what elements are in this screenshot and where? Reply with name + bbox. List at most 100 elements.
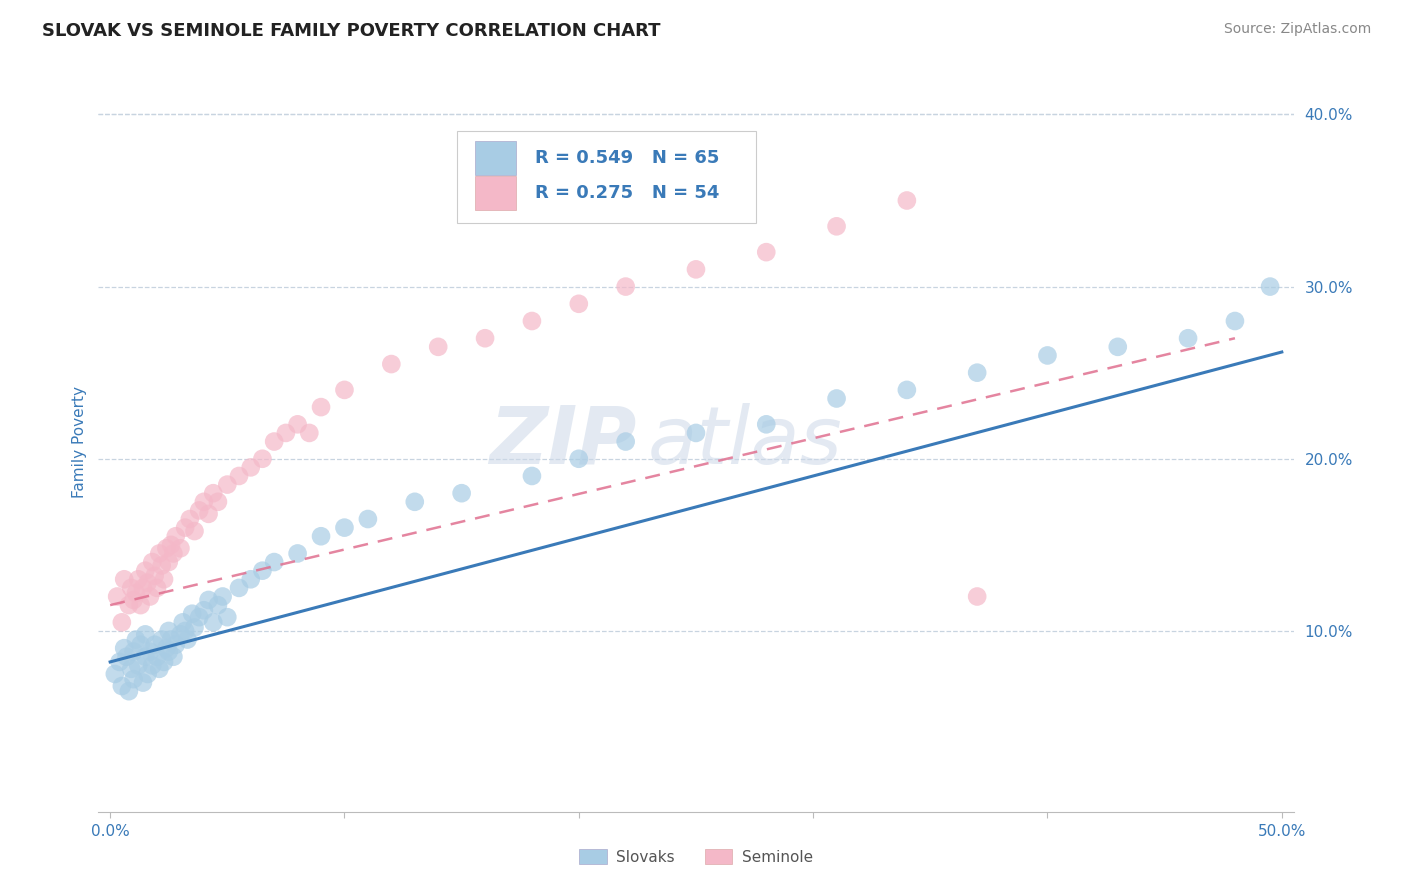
Point xyxy=(825,219,848,234)
Point xyxy=(287,417,309,432)
Point xyxy=(118,598,141,612)
Text: SLOVAK VS SEMINOLE FAMILY POVERTY CORRELATION CHART: SLOVAK VS SEMINOLE FAMILY POVERTY CORREL… xyxy=(42,22,661,40)
Point xyxy=(614,279,637,293)
Point xyxy=(298,425,321,440)
Point xyxy=(1177,331,1199,345)
Point xyxy=(143,638,166,652)
Point xyxy=(252,451,274,466)
Point xyxy=(150,558,173,573)
Point xyxy=(105,590,128,604)
Point xyxy=(165,638,187,652)
Point xyxy=(755,245,778,260)
Point xyxy=(1107,340,1129,354)
Point xyxy=(125,632,148,647)
Point xyxy=(188,503,211,517)
Point xyxy=(112,641,135,656)
Point xyxy=(287,546,309,560)
Point xyxy=(111,679,134,693)
Point xyxy=(1258,279,1281,293)
Point xyxy=(155,641,177,656)
Point xyxy=(239,460,262,475)
Point xyxy=(1036,348,1059,362)
Text: R = 0.549   N = 65: R = 0.549 N = 65 xyxy=(534,149,718,167)
Point xyxy=(115,649,138,664)
Point xyxy=(217,477,239,491)
Point xyxy=(139,590,162,604)
Point xyxy=(174,624,197,638)
Point xyxy=(568,451,591,466)
Point xyxy=(181,607,204,621)
Point xyxy=(148,662,170,676)
Point xyxy=(136,575,159,590)
Point xyxy=(520,314,543,328)
Point xyxy=(685,425,707,440)
Point xyxy=(132,581,155,595)
Text: Source: ZipAtlas.com: Source: ZipAtlas.com xyxy=(1223,22,1371,37)
Point xyxy=(162,546,184,560)
Point xyxy=(228,581,250,595)
Point xyxy=(176,632,198,647)
Point xyxy=(239,572,262,586)
Point xyxy=(125,586,148,600)
Point xyxy=(896,194,918,208)
Point xyxy=(520,469,543,483)
Point xyxy=(143,569,166,583)
Point xyxy=(174,521,197,535)
Point xyxy=(217,610,239,624)
Point xyxy=(127,572,149,586)
Point xyxy=(197,507,219,521)
Point xyxy=(136,667,159,681)
Point xyxy=(146,581,169,595)
Point xyxy=(380,357,402,371)
Point xyxy=(183,524,205,538)
Text: ZIP: ZIP xyxy=(489,402,637,481)
Point xyxy=(148,546,170,560)
Text: R = 0.275   N = 54: R = 0.275 N = 54 xyxy=(534,184,718,202)
Point xyxy=(153,655,176,669)
Point xyxy=(134,627,156,641)
Point xyxy=(172,615,194,630)
Point xyxy=(333,521,356,535)
FancyBboxPatch shape xyxy=(457,130,756,223)
Point xyxy=(162,649,184,664)
Point xyxy=(112,572,135,586)
Point xyxy=(134,649,156,664)
Point xyxy=(309,529,332,543)
Point xyxy=(111,615,134,630)
Point xyxy=(129,638,152,652)
Point xyxy=(228,469,250,483)
Point xyxy=(183,620,205,634)
Point xyxy=(263,555,285,569)
Point xyxy=(132,675,155,690)
Point xyxy=(150,632,173,647)
Point xyxy=(755,417,778,432)
Point xyxy=(134,564,156,578)
FancyBboxPatch shape xyxy=(475,176,516,210)
Point xyxy=(157,624,180,638)
Point xyxy=(966,590,988,604)
Point xyxy=(309,400,332,414)
Legend: Slovaks, Seminole: Slovaks, Seminole xyxy=(574,843,818,871)
Point xyxy=(127,658,149,673)
Y-axis label: Family Poverty: Family Poverty xyxy=(72,385,87,498)
Point xyxy=(118,684,141,698)
Point xyxy=(120,581,142,595)
Point xyxy=(333,383,356,397)
Point xyxy=(157,644,180,658)
Point xyxy=(207,495,229,509)
Point xyxy=(193,495,215,509)
Point xyxy=(122,644,145,658)
Point xyxy=(146,649,169,664)
Point xyxy=(197,593,219,607)
Point xyxy=(108,655,131,669)
Point xyxy=(120,662,142,676)
Point xyxy=(357,512,380,526)
Point xyxy=(263,434,285,449)
Point xyxy=(160,538,183,552)
Point xyxy=(141,658,163,673)
Point xyxy=(896,383,918,397)
Point xyxy=(104,667,127,681)
FancyBboxPatch shape xyxy=(475,141,516,175)
Point xyxy=(169,541,191,556)
Point xyxy=(122,672,145,686)
